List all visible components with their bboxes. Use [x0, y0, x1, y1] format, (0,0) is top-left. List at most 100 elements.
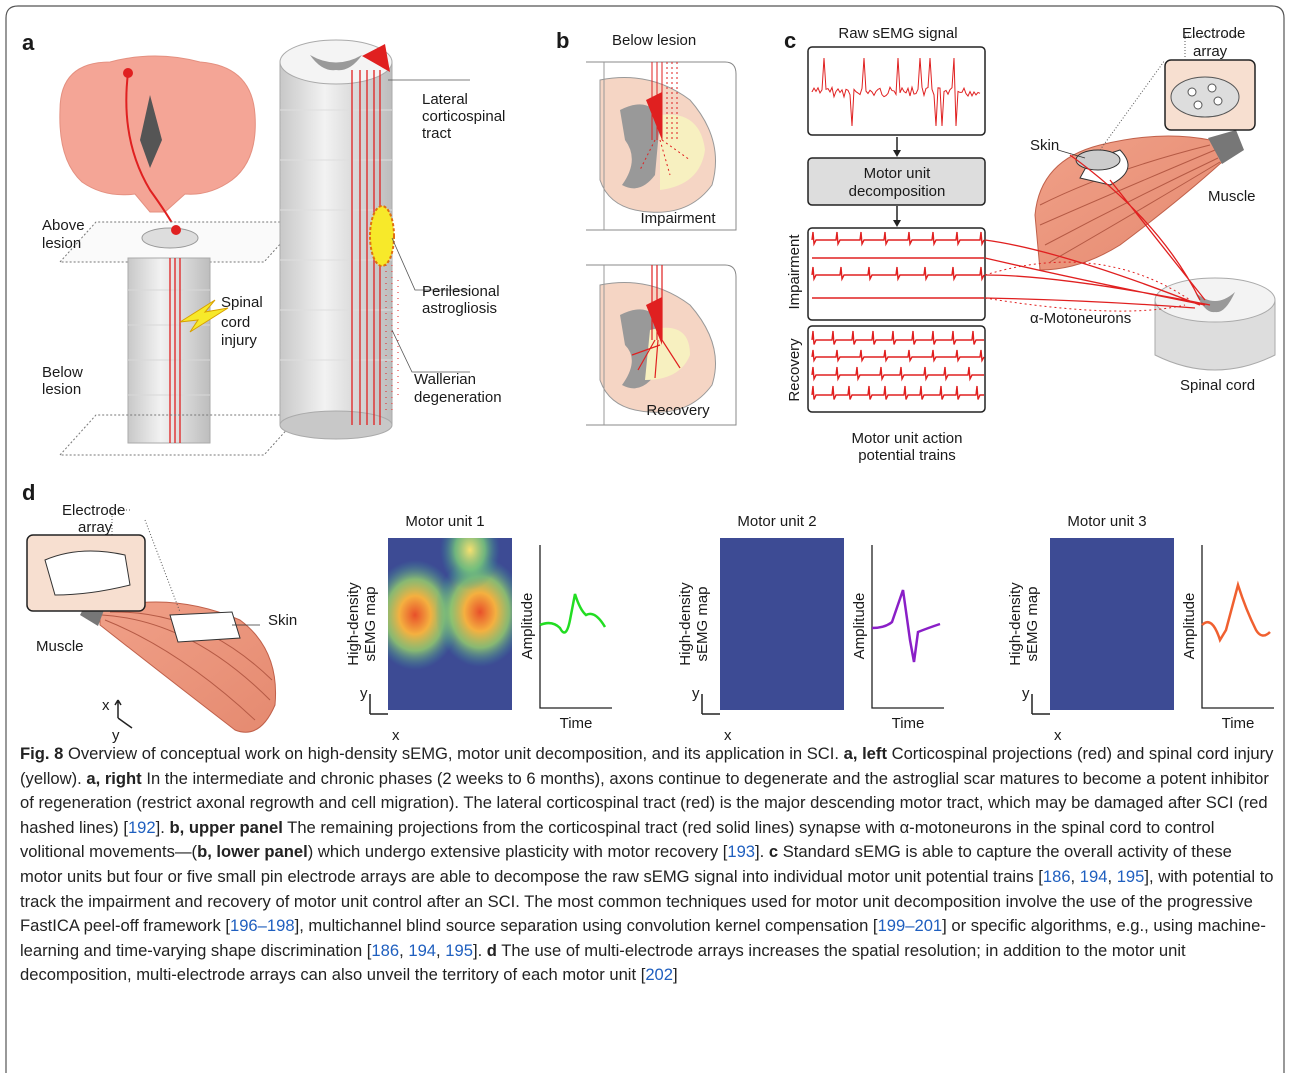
x-label: Time — [560, 715, 593, 732]
citation[interactable]: 196–198 — [230, 916, 295, 935]
label: degeneration — [414, 389, 502, 406]
y-label: sEMG map — [1024, 586, 1041, 661]
waveform — [872, 590, 940, 662]
label: Recovery — [646, 402, 710, 419]
label: Skin — [268, 612, 297, 629]
label: injury — [221, 332, 257, 349]
caption-text: c — [769, 842, 778, 861]
electrode-inset — [27, 535, 145, 611]
motor-unit: Motor unit 1High-densitysEMG mapyxAmplit… — [345, 510, 612, 744]
citation[interactable]: 192 — [128, 818, 156, 837]
citation[interactable]: 186 — [371, 941, 399, 960]
caption-text: , — [436, 941, 445, 960]
label: Below — [42, 364, 83, 381]
y-label: sEMG map — [362, 586, 379, 661]
caption-text: ]. — [473, 941, 487, 960]
citation[interactable]: 193 — [727, 842, 755, 861]
heatmap — [720, 538, 844, 710]
label: Perilesional — [422, 283, 500, 300]
citation[interactable]: 194 — [408, 941, 436, 960]
caption-text: Overview of conceptual work on high-dens… — [63, 744, 843, 763]
panel-label: a — [22, 30, 35, 55]
label: Impairment — [786, 234, 803, 310]
label: Skin — [1030, 137, 1059, 154]
citation[interactable]: 195 — [445, 941, 473, 960]
citation[interactable]: 202 — [645, 965, 673, 984]
caption-text: ) which undergo extensive plasticity wit… — [308, 842, 728, 861]
panel-label: b — [556, 28, 569, 53]
caption-text: ]. — [755, 842, 769, 861]
caption-text: , — [399, 941, 408, 960]
spinal-cord — [1155, 278, 1275, 370]
citation[interactable]: 195 — [1117, 867, 1145, 886]
label: corticospinal — [422, 108, 505, 125]
label: potential trains — [858, 447, 956, 464]
citation[interactable]: 199–201 — [878, 916, 943, 935]
caption-text: , — [1107, 867, 1116, 886]
caption-text: b, upper panel — [169, 818, 282, 837]
title: Raw sEMG signal — [838, 25, 957, 42]
label: lesion — [42, 235, 81, 252]
caption-text: b, lower panel — [197, 842, 308, 861]
caption-text: ] — [673, 965, 678, 984]
label: Motor unit — [864, 165, 932, 182]
axis-letter: y — [1022, 685, 1030, 702]
x-label: Time — [892, 715, 925, 732]
caption-text: ]. — [156, 818, 170, 837]
label: astrogliosis — [422, 300, 497, 317]
caption: Fig. 8 Overview of conceptual work on hi… — [20, 742, 1278, 988]
y-label: High-density — [1007, 582, 1024, 666]
label: Above — [42, 217, 85, 234]
brain — [60, 56, 255, 230]
y-label: sEMG map — [694, 586, 711, 661]
label: Spinal — [221, 294, 263, 311]
citation[interactable]: 186 — [1043, 867, 1071, 886]
label: Impairment — [640, 210, 716, 227]
cross-section — [586, 62, 736, 230]
heatmap — [1050, 538, 1174, 710]
xy-arrows — [702, 694, 720, 714]
label: Electrode — [1182, 25, 1245, 42]
unit-title: Motor unit 1 — [405, 513, 484, 530]
caption-text: a, right — [86, 769, 141, 788]
xy-arrows — [1032, 694, 1050, 714]
page: a Above lesion Below lesion Spinal cord … — [0, 0, 1290, 1073]
label: Motor unit action — [852, 430, 963, 447]
y-label: Amplitude — [851, 593, 868, 660]
label: decomposition — [849, 183, 946, 200]
heatmap-blobs — [370, 510, 525, 670]
label: array — [78, 519, 113, 536]
label: Muscle — [1208, 188, 1256, 205]
y-label: High-density — [345, 582, 362, 666]
y-label: Amplitude — [1181, 593, 1198, 660]
label: Recovery — [786, 338, 803, 402]
label: Electrode — [62, 502, 125, 519]
caption-text: a, left — [844, 744, 887, 763]
caption-text: Fig. 8 — [20, 744, 63, 763]
label: Muscle — [36, 638, 84, 655]
label: α-Motoneurons — [1030, 310, 1131, 327]
axis-letter: y — [360, 685, 368, 702]
caption-text: , — [1071, 867, 1080, 886]
panel-label: c — [784, 28, 796, 53]
label: Wallerian — [414, 371, 476, 388]
label: lesion — [42, 381, 81, 398]
title: Below lesion — [612, 32, 696, 49]
unit-title: Motor unit 3 — [1067, 513, 1146, 530]
label: x — [102, 697, 110, 714]
slice — [142, 228, 198, 248]
label: tract — [422, 125, 452, 142]
waveform — [540, 594, 605, 633]
amp-axes — [540, 545, 612, 708]
label: Lateral — [422, 91, 468, 108]
axes-arrows — [115, 700, 132, 728]
citation[interactable]: 194 — [1080, 867, 1108, 886]
label: Spinal cord — [1180, 377, 1255, 394]
label: array — [1193, 43, 1228, 60]
y-label: High-density — [677, 582, 694, 666]
caption-text: ], multichannel blind source separation … — [295, 916, 878, 935]
x-label: Time — [1222, 715, 1255, 732]
unit-title: Motor unit 2 — [737, 513, 816, 530]
